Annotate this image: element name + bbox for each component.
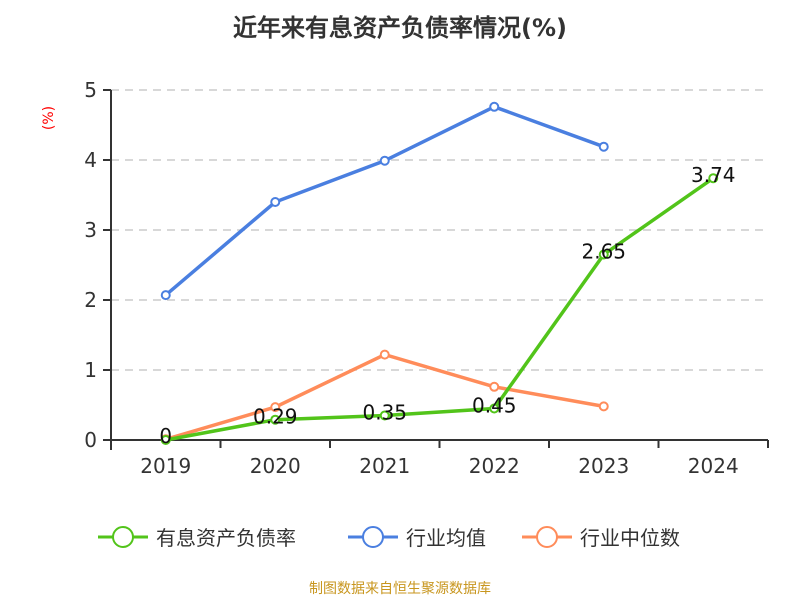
series-line-1 [164,104,605,297]
data-point [489,381,500,392]
legend-label: 行业中位数 [580,526,680,550]
data-point [489,403,500,414]
x-tick-label: 2024 [688,454,739,478]
data-label: 0.45 [472,394,517,418]
data-point [270,414,281,425]
y-tick-label: 3 [84,218,97,242]
data-point [708,173,719,184]
y-tick-label: 1 [84,358,97,382]
x-tick-label: 2023 [578,454,629,478]
y-tick-label: 2 [84,288,97,312]
data-point [270,197,281,207]
chart-title: 近年来有息资产负债率情况(%) [233,14,567,42]
y-tick-label: 4 [84,148,97,172]
series-line-0 [165,176,715,442]
data-point [270,402,281,413]
data-point [598,401,609,412]
y-tick-label: 5 [84,78,97,102]
data-point [489,101,500,112]
data-label: 0.35 [362,401,407,425]
legend-marker [112,526,134,548]
data-point [598,141,609,152]
x-tick-label: 2022 [469,454,520,478]
data-point [379,155,390,166]
legend-marker [362,526,384,548]
data-label: 0.29 [253,405,298,429]
data-point [379,349,390,360]
data-label: 3.74 [691,163,736,187]
x-tick-label: 2019 [140,454,191,478]
data-point [598,249,609,260]
legend-label: 行业均值 [406,526,486,550]
legend-label: 有息资产负债率 [156,526,296,550]
data-point [160,290,171,301]
data-point [160,435,171,445]
legend-marker [536,526,558,548]
source-note: 制图数据来自恒生聚源数据库 [309,581,491,597]
y-tick-label: 0 [84,428,97,452]
data-label: 2.65 [581,240,626,264]
data-point [379,410,390,421]
x-tick-label: 2021 [359,454,410,478]
x-tick-label: 2020 [250,454,301,478]
data-label: 0 [159,424,172,448]
